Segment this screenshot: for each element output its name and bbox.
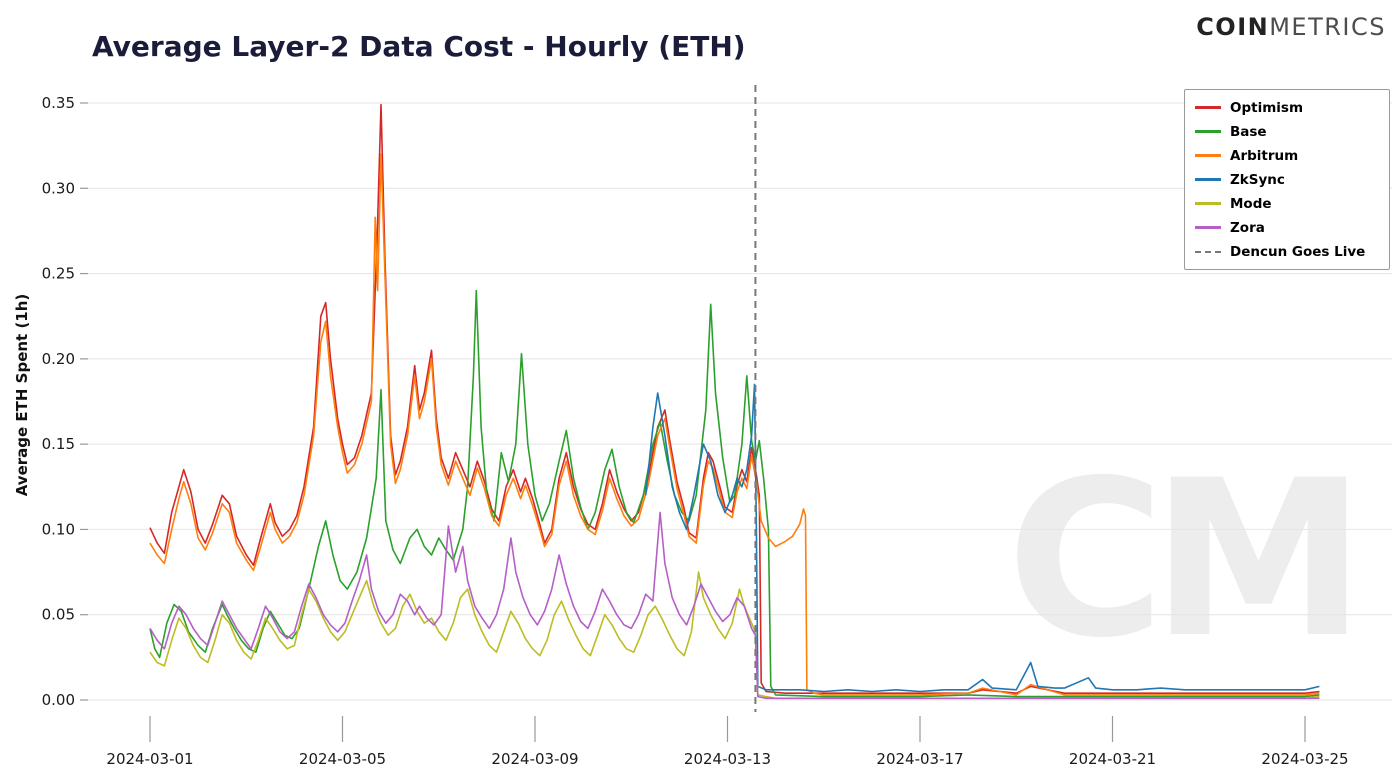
y-axis-ticks: 0.00 0.05 0.10 0.15 0.20 0.25 0.30 0.35 xyxy=(42,94,88,709)
legend-label: Base xyxy=(1230,123,1267,140)
y-axis-label: Average ETH Spent (1h) xyxy=(13,293,31,497)
line-swatch xyxy=(1195,154,1221,157)
x-tick-label: 2024-03-05 xyxy=(299,750,386,768)
legend-item-arbitrum: Arbitrum xyxy=(1195,145,1379,166)
x-tick-label: 2024-03-25 xyxy=(1261,750,1348,768)
series-line-mode xyxy=(149,571,1320,700)
x-axis-ticks: 2024-03-01 2024-03-05 2024-03-09 2024-03-13… xyxy=(106,716,1349,768)
legend-item-zksync: ZkSync xyxy=(1195,169,1379,190)
y-tick-label: 0.10 xyxy=(42,520,75,538)
dashed-line-swatch xyxy=(1195,250,1221,253)
legend-label: Arbitrum xyxy=(1230,147,1299,164)
y-tick-label: 0.00 xyxy=(42,691,75,709)
series-line-zksync xyxy=(644,383,1320,693)
series-line-base xyxy=(149,289,1320,698)
y-tick-label: 0.35 xyxy=(42,94,75,112)
series-line-zora xyxy=(149,511,1320,700)
legend-item-dencun-goes-live: Dencun Goes Live xyxy=(1195,241,1379,262)
legend-label: Mode xyxy=(1230,195,1272,212)
line-swatch xyxy=(1195,202,1221,205)
line-swatch xyxy=(1195,106,1221,109)
coinmetrics-logo: COINMETRICS xyxy=(1196,13,1386,41)
gridlines xyxy=(88,102,1392,701)
x-tick-label: 2024-03-01 xyxy=(106,750,193,768)
legend-item-base: Base xyxy=(1195,121,1379,142)
legend-item-zora: Zora xyxy=(1195,217,1379,238)
legend-item-mode: Mode xyxy=(1195,193,1379,214)
legend-label: Optimism xyxy=(1230,99,1304,116)
y-tick-label: 0.15 xyxy=(42,435,75,453)
y-tick-label: 0.05 xyxy=(42,606,75,624)
line-swatch xyxy=(1195,178,1221,181)
line-swatch xyxy=(1195,130,1221,133)
legend-item-optimism: Optimism xyxy=(1195,97,1379,118)
x-tick-label: 2024-03-21 xyxy=(1069,750,1156,768)
x-tick-label: 2024-03-13 xyxy=(684,750,771,768)
chart-title: Average Layer-2 Data Cost - Hourly (ETH) xyxy=(92,30,746,63)
logo-metrics-text: METRICS xyxy=(1269,13,1386,41)
legend: Optimism Base Arbitrum ZkSync Mode Zora Dencun… xyxy=(1184,89,1390,270)
logo-coin-text: COIN xyxy=(1196,13,1270,41)
x-tick-label: 2024-03-17 xyxy=(876,750,963,768)
y-tick-label: 0.30 xyxy=(42,179,75,197)
series-line-arbitrum xyxy=(149,153,1320,696)
y-tick-label: 0.25 xyxy=(42,265,75,283)
line-swatch xyxy=(1195,226,1221,229)
y-tick-label: 0.20 xyxy=(42,350,75,368)
cm-watermark: CM xyxy=(1006,434,1366,685)
legend-label: Dencun Goes Live xyxy=(1230,243,1366,260)
legend-label: ZkSync xyxy=(1230,171,1285,188)
x-tick-label: 2024-03-09 xyxy=(491,750,578,768)
legend-label: Zora xyxy=(1230,219,1265,236)
